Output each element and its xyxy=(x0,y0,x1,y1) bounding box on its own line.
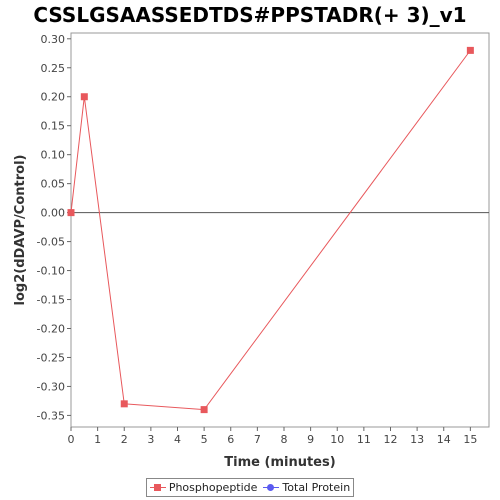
x-tick-label: 7 xyxy=(254,433,261,446)
x-tick-label: 12 xyxy=(383,433,397,446)
x-tick-label: 2 xyxy=(121,433,128,446)
series-layer xyxy=(67,46,474,414)
data-point xyxy=(466,46,474,54)
x-tick-label: 5 xyxy=(201,433,208,446)
data-point xyxy=(67,209,75,217)
y-tick-label: 0.05 xyxy=(41,178,66,191)
y-tick-label: -0.25 xyxy=(37,351,65,364)
data-point xyxy=(80,93,88,101)
legend-swatch-phosphopeptide xyxy=(149,483,166,493)
legend-label-total-protein: Total Protein xyxy=(282,481,351,494)
x-tick-label: 3 xyxy=(147,433,154,446)
y-tick-label: -0.10 xyxy=(37,265,65,278)
y-tick-label: -0.35 xyxy=(37,409,65,422)
legend-item-phosphopeptide: Phosphopeptide xyxy=(149,481,258,494)
legend-label-phosphopeptide: Phosphopeptide xyxy=(168,481,258,494)
y-tick-label: 0.25 xyxy=(41,62,66,75)
x-tick-label: 6 xyxy=(227,433,234,446)
legend-item-total-protein: Total Protein xyxy=(263,481,350,494)
x-tick-label: 4 xyxy=(174,433,181,446)
plot-area xyxy=(70,32,490,428)
x-tick-label: 1 xyxy=(94,433,101,446)
x-tick-label: 10 xyxy=(330,433,344,446)
x-tick-label: 9 xyxy=(307,433,314,446)
x-tick-label: 11 xyxy=(357,433,371,446)
x-tick-label: 15 xyxy=(463,433,477,446)
y-tick-label: -0.30 xyxy=(37,380,65,393)
y-tick-label: 0.10 xyxy=(41,149,66,162)
x-tick-label: 0 xyxy=(68,433,75,446)
y-tick-label: 0.15 xyxy=(41,120,66,133)
legend-swatch-total-protein xyxy=(263,483,280,493)
axes: 0.30 0.25 0.20 0.15 0.10 0.05 0.00 -0.05 -0.10 -0… xyxy=(37,32,490,446)
y-tick-label: -0.20 xyxy=(37,323,65,336)
x-tick-label: 8 xyxy=(280,433,287,446)
data-point xyxy=(120,400,128,408)
data-point xyxy=(200,406,208,414)
y-tick-label: 0.30 xyxy=(41,33,66,46)
y-tick-label: -0.15 xyxy=(37,294,65,307)
y-tick-label: -0.05 xyxy=(37,236,65,249)
chart-title: CSSLGSAASSEDTDS#PPSTADR(+ 3)_v1 xyxy=(33,3,467,27)
x-tick-label: 14 xyxy=(437,433,451,446)
y-tick-label: 0.00 xyxy=(41,207,66,220)
x-axis-label: Time (minutes) xyxy=(224,455,335,470)
y-tick-label: 0.20 xyxy=(41,91,66,104)
y-axis-label: log2(dDAVP/Control) xyxy=(13,155,28,306)
legend: Phosphopeptide Total Protein xyxy=(146,478,354,497)
x-tick-label: 13 xyxy=(410,433,424,446)
